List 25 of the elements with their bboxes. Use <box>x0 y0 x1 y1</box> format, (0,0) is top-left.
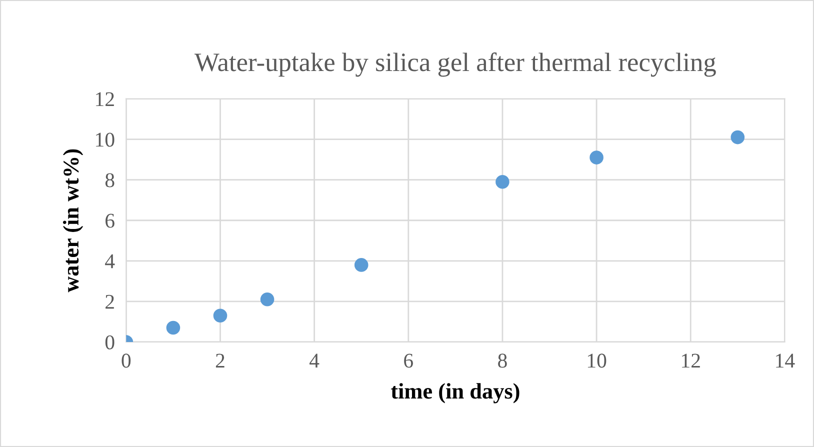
x-tick-label: 2 <box>216 354 224 368</box>
x-tick-label: 10 <box>588 354 606 368</box>
y-tick-label: 2 <box>106 294 114 309</box>
x-tick-label: 0 <box>122 354 131 368</box>
point <box>260 292 274 306</box>
point <box>590 150 604 164</box>
y-tick-label: 12 <box>96 92 114 106</box>
y-tick-label: 4 <box>105 254 115 268</box>
point <box>730 130 745 144</box>
x-tick-label: 8 <box>498 354 507 368</box>
point <box>213 308 228 323</box>
y-tick-label: 6 <box>106 214 114 228</box>
point <box>354 258 368 272</box>
x-tick-label: 12 <box>682 354 700 368</box>
chart-title: Water-uptake by silica gel after thermal recycling <box>194 52 716 77</box>
x-axis-title: time (in days) <box>390 383 520 404</box>
y-tick-label: 8 <box>105 173 114 188</box>
y-axis-title: water (in wt%) <box>62 149 84 292</box>
x-tick-label: 14 <box>776 354 795 368</box>
x-tick-label: 4 <box>310 354 320 368</box>
point <box>496 174 510 189</box>
y-tick-label: 10 <box>96 132 114 147</box>
point <box>166 320 180 335</box>
x-tick-label: 6 <box>404 354 413 368</box>
y-tick-label: 0 <box>105 335 114 350</box>
